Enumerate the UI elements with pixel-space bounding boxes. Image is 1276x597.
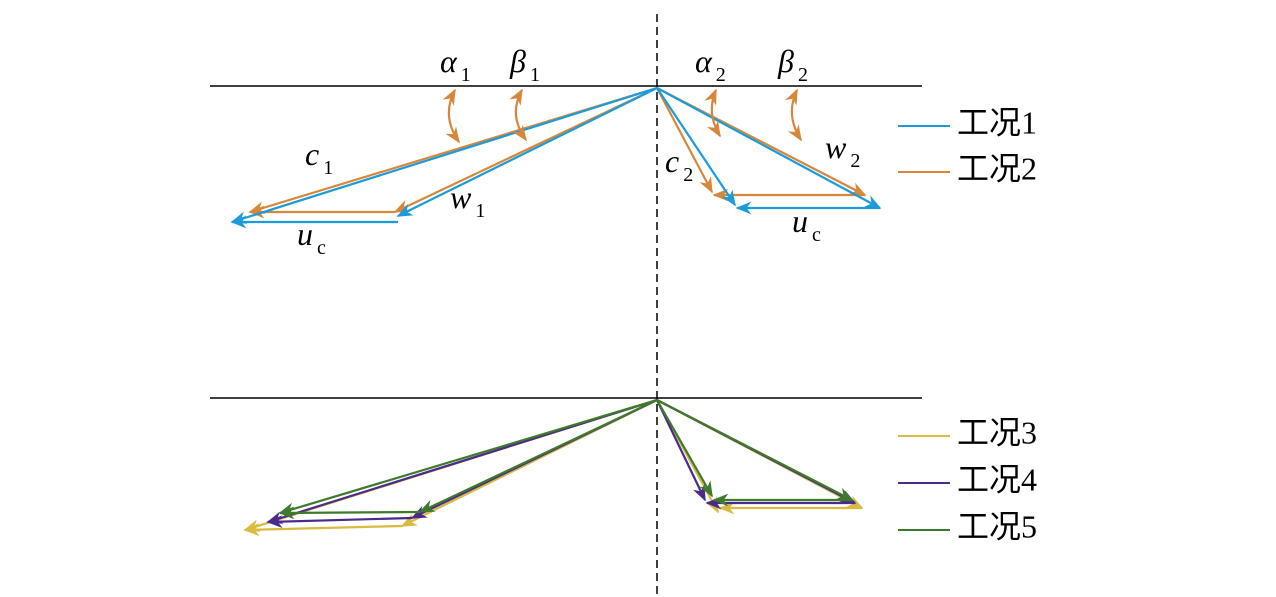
subscript: c xyxy=(812,224,821,246)
symbol: α xyxy=(695,43,713,79)
angle-arc xyxy=(442,88,460,144)
symbol: α xyxy=(440,43,458,79)
symbol: w xyxy=(825,129,847,165)
vector-arrow xyxy=(656,399,706,502)
subscript: c xyxy=(317,237,326,259)
angle-arc xyxy=(704,88,721,138)
symbol: c xyxy=(305,136,319,172)
legend-label: 工况3 xyxy=(957,414,1037,450)
vector-arrow xyxy=(278,506,421,520)
symbol: u xyxy=(792,203,808,239)
symbol: w xyxy=(450,179,472,215)
subscript: 2 xyxy=(798,64,808,86)
subscript: 2 xyxy=(716,64,726,86)
legend-label: 工况1 xyxy=(957,104,1037,140)
vector-arrow xyxy=(243,523,403,537)
symbol: u xyxy=(297,216,313,252)
vector-arrow xyxy=(656,87,736,207)
vector-arrow xyxy=(418,399,658,513)
vector-arrow xyxy=(230,86,658,224)
legend-label: 工况2 xyxy=(957,150,1037,186)
vector-arrow xyxy=(266,515,413,528)
vector-arrow xyxy=(656,87,713,194)
symbol: β xyxy=(509,43,526,79)
legend-label: 工况4 xyxy=(957,461,1037,497)
vector-arrow xyxy=(656,399,854,501)
subscript: 1 xyxy=(530,64,540,86)
subscript: 1 xyxy=(323,157,333,179)
angle-arc xyxy=(785,88,802,142)
symbol: β xyxy=(777,43,794,79)
subscript: 2 xyxy=(850,150,860,172)
subscript: 2 xyxy=(683,164,693,186)
vector-arrow xyxy=(656,399,713,498)
vector-arrow xyxy=(656,87,882,209)
symbol: c xyxy=(665,143,679,179)
legend-label: 工况5 xyxy=(957,508,1037,544)
vector-arrow xyxy=(278,398,658,515)
vector-arrow xyxy=(396,87,658,217)
subscript: 1 xyxy=(461,64,471,86)
angle-arc xyxy=(509,88,527,142)
subscript: 1 xyxy=(475,200,485,222)
